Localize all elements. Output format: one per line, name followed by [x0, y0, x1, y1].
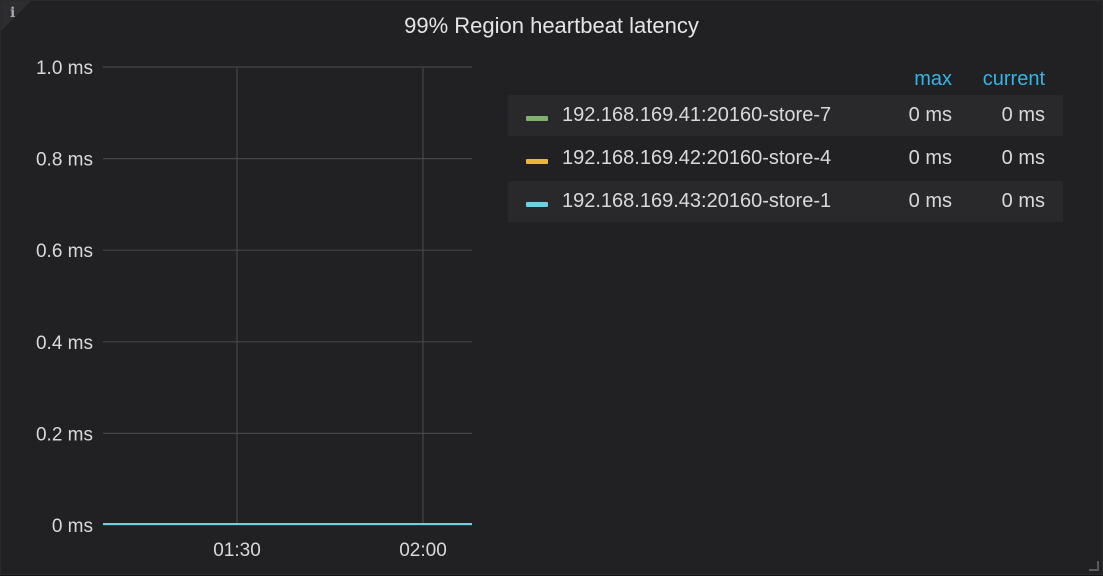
legend-item-current: 0 ms: [1001, 104, 1045, 126]
legend-item[interactable]: 192.168.169.42:20160-store-4 0 ms 0 ms: [508, 138, 1063, 179]
panel-info-corner[interactable]: [1, 1, 31, 31]
info-icon[interactable]: i: [10, 5, 16, 21]
series-color-swatch[interactable]: [526, 116, 548, 121]
x-tick-label: 01:30: [213, 540, 261, 561]
legend-header-max[interactable]: max: [914, 68, 952, 90]
legend-item-label[interactable]: 192.168.169.41:20160-store-7: [562, 104, 832, 126]
y-tick-label: 1.0 ms: [36, 58, 93, 79]
legend-item-current: 0 ms: [1001, 147, 1045, 169]
legend: max current 192.168.169.41:20160-store-7…: [508, 65, 1063, 224]
legend-item[interactable]: 192.168.169.43:20160-store-1 0 ms 0 ms: [508, 181, 1063, 222]
plot-area[interactable]: 0 ms 0.2 ms 0.4 ms 0.6 ms 0.8 ms 1.0 ms 01:30…: [1, 1, 501, 576]
resize-handle[interactable]: [1089, 561, 1099, 571]
x-tick-label: 02:00: [399, 540, 447, 561]
legend-item-label[interactable]: 192.168.169.42:20160-store-4: [562, 147, 832, 169]
y-tick-label: 0.4 ms: [36, 333, 93, 354]
y-tick-label: 0.2 ms: [36, 424, 93, 445]
y-tick-label: 0 ms: [52, 516, 93, 537]
series-color-swatch[interactable]: [526, 159, 548, 164]
legend-item-max: 0 ms: [908, 190, 952, 212]
legend-item[interactable]: 192.168.169.41:20160-store-7 0 ms 0 ms: [508, 95, 1063, 136]
legend-item-current: 0 ms: [1001, 190, 1045, 212]
legend-item-max: 0 ms: [908, 104, 952, 126]
x-axis: 01:30 02:00: [213, 540, 447, 561]
y-axis: 0 ms 0.2 ms 0.4 ms 0.6 ms 0.8 ms 1.0 ms: [36, 58, 93, 537]
legend-header: max current: [508, 65, 1063, 95]
panel-title[interactable]: 99% Region heartbeat latency: [404, 13, 699, 38]
legend-header-current[interactable]: current: [982, 68, 1045, 90]
legend-item-max: 0 ms: [908, 147, 952, 169]
y-tick-label: 0.6 ms: [36, 241, 93, 262]
y-tick-label: 0.8 ms: [36, 150, 93, 171]
series-color-swatch[interactable]: [526, 202, 548, 207]
grid: [103, 66, 472, 526]
legend-item-label[interactable]: 192.168.169.43:20160-store-1: [562, 190, 832, 212]
